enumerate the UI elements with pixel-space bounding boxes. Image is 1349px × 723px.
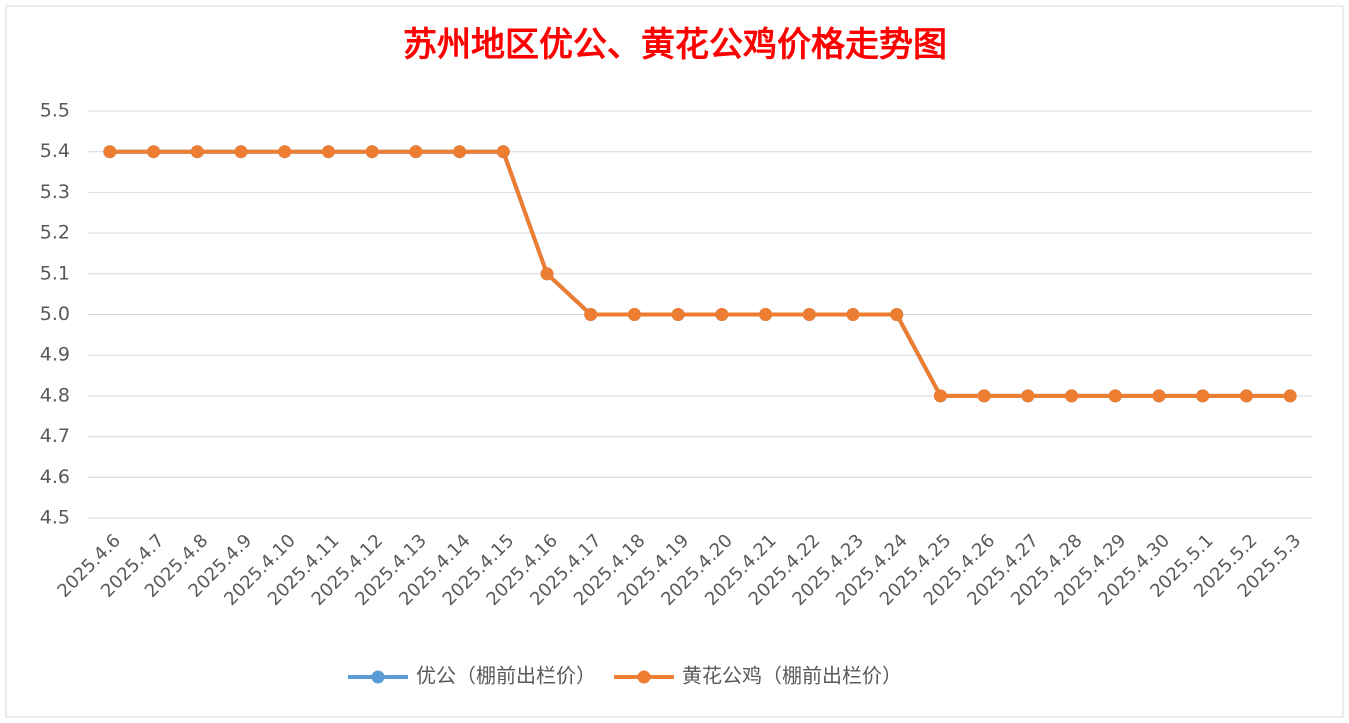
data-point bbox=[802, 308, 816, 321]
data-point bbox=[453, 145, 467, 159]
y-tick-label: 5.0 bbox=[40, 303, 70, 325]
data-point bbox=[103, 145, 117, 159]
legend-label: 黄花公鸡（棚前出栏价） bbox=[682, 664, 902, 688]
y-tick-label: 5.5 bbox=[40, 100, 70, 122]
data-point bbox=[1021, 389, 1035, 403]
data-point bbox=[540, 267, 554, 281]
data-point bbox=[1283, 389, 1297, 403]
data-point bbox=[715, 308, 729, 321]
data-point bbox=[671, 308, 685, 321]
data-point bbox=[409, 145, 423, 159]
data-point bbox=[1065, 389, 1079, 403]
chart-title: 苏州地区优公、黄花公鸡价格走势图 bbox=[403, 25, 947, 65]
data-point bbox=[584, 308, 598, 321]
y-tick-label: 5.3 bbox=[40, 181, 70, 203]
data-point bbox=[278, 145, 292, 159]
y-tick-label: 5.4 bbox=[40, 140, 70, 162]
data-point bbox=[759, 308, 773, 321]
y-tick-label: 4.5 bbox=[40, 507, 70, 529]
data-point bbox=[1152, 389, 1166, 403]
data-point bbox=[1196, 389, 1210, 403]
chart-border bbox=[5, 5, 1344, 718]
data-point bbox=[365, 145, 379, 159]
y-tick-label: 4.6 bbox=[40, 466, 70, 488]
y-tick-label: 4.7 bbox=[40, 425, 70, 447]
data-point bbox=[1108, 389, 1122, 403]
data-point bbox=[496, 145, 510, 159]
data-point bbox=[1239, 389, 1253, 403]
data-point bbox=[190, 145, 204, 159]
legend-marker bbox=[637, 670, 651, 684]
data-point bbox=[321, 145, 335, 159]
data-point bbox=[234, 145, 248, 159]
data-point bbox=[147, 145, 161, 159]
y-tick-label: 4.9 bbox=[40, 344, 70, 366]
y-tick-label: 5.2 bbox=[40, 222, 70, 244]
data-point bbox=[933, 389, 947, 403]
data-point bbox=[977, 389, 991, 403]
data-point bbox=[890, 308, 904, 321]
y-tick-label: 5.1 bbox=[40, 262, 70, 284]
data-point bbox=[846, 308, 860, 321]
legend-marker bbox=[371, 670, 385, 684]
series-line bbox=[109, 149, 1291, 398]
legend-label: 优公（棚前出栏价） bbox=[416, 664, 596, 688]
y-tick-label: 4.8 bbox=[40, 384, 70, 406]
data-point bbox=[627, 308, 641, 321]
